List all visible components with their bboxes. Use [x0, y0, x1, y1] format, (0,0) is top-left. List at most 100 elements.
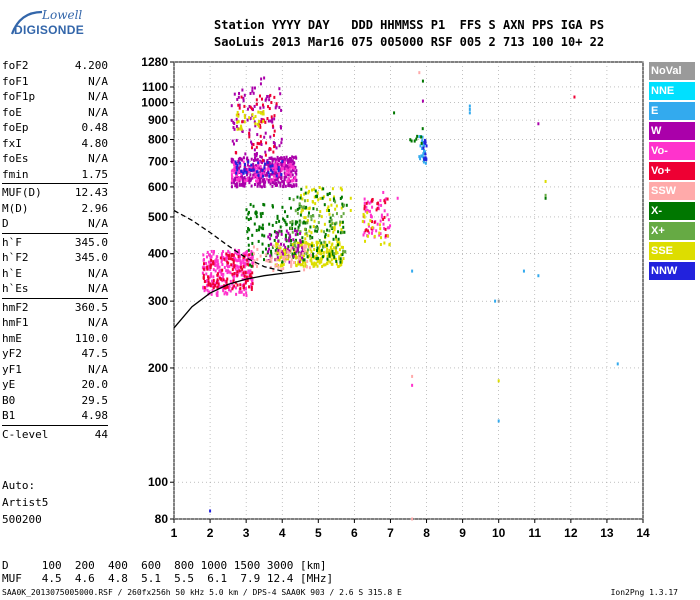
param-key: foF1p	[2, 90, 36, 103]
data-point	[269, 254, 272, 258]
data-point	[310, 218, 313, 222]
data-point	[258, 225, 261, 229]
data-point	[294, 245, 297, 249]
data-point	[205, 279, 208, 283]
param-row: B1 4.98	[2, 408, 108, 424]
data-point	[251, 257, 254, 261]
data-point	[371, 220, 374, 224]
data-point	[244, 152, 247, 156]
data-point	[209, 283, 212, 287]
data-point	[329, 216, 332, 220]
data-point	[265, 97, 268, 101]
data-point	[244, 258, 247, 262]
data-point	[333, 195, 336, 199]
data-point	[238, 91, 241, 95]
data-point	[522, 269, 525, 273]
data-point	[207, 280, 210, 284]
data-point	[253, 104, 256, 108]
data-point	[368, 201, 371, 205]
data-point	[313, 256, 316, 260]
data-point	[280, 162, 283, 166]
data-point	[371, 205, 374, 209]
data-point	[230, 263, 233, 267]
data-point	[419, 144, 422, 148]
data-point	[367, 222, 370, 226]
data-point	[363, 201, 366, 205]
param-value: N/A	[88, 217, 108, 230]
data-point	[383, 241, 386, 245]
data-point	[315, 249, 318, 253]
data-point	[277, 251, 280, 255]
data-point	[283, 171, 286, 175]
data-point	[294, 229, 297, 233]
data-point	[234, 164, 237, 168]
data-point	[237, 120, 240, 124]
data-point	[386, 197, 389, 201]
data-point	[261, 178, 264, 182]
data-point	[328, 229, 331, 233]
data-point	[297, 248, 300, 252]
data-point	[415, 137, 418, 141]
data-point	[253, 86, 256, 90]
data-point	[468, 104, 471, 108]
data-point	[255, 158, 258, 162]
data-point	[340, 195, 343, 199]
data-point	[303, 258, 306, 262]
data-point	[226, 256, 229, 260]
data-point	[242, 120, 245, 124]
data-point	[287, 178, 290, 182]
data-point	[287, 251, 290, 255]
data-point	[238, 178, 241, 182]
data-point	[283, 255, 286, 259]
data-point	[370, 231, 373, 235]
data-point	[276, 242, 279, 246]
data-point	[212, 282, 215, 286]
data-point	[294, 165, 297, 169]
data-point	[221, 250, 224, 254]
data-point	[225, 279, 228, 283]
data-point	[252, 116, 255, 120]
y-tick-label: 800	[148, 132, 168, 146]
data-point	[371, 199, 374, 203]
data-point	[311, 241, 314, 245]
data-point	[318, 214, 321, 218]
data-point	[209, 253, 212, 257]
param-key: yF1	[2, 362, 22, 376]
data-point	[274, 175, 277, 179]
data-point	[239, 255, 242, 259]
data-point	[246, 271, 249, 275]
data-point	[307, 191, 310, 195]
data-point	[242, 99, 245, 103]
legend-item-noval: NoVal	[649, 62, 695, 80]
data-point	[384, 198, 387, 202]
data-point	[281, 260, 284, 264]
data-point	[329, 250, 332, 254]
data-point	[247, 269, 250, 273]
data-point	[286, 249, 289, 253]
data-point	[324, 242, 327, 246]
data-point	[285, 229, 288, 233]
data-point	[215, 281, 218, 285]
data-point	[241, 179, 244, 183]
data-point	[241, 267, 244, 271]
data-point	[366, 229, 369, 233]
data-point	[308, 243, 311, 247]
data-point	[319, 210, 322, 214]
data-point	[310, 260, 313, 264]
param-key: h`F2	[2, 251, 29, 264]
data-point	[384, 227, 387, 231]
data-point	[232, 142, 235, 146]
data-point	[247, 243, 250, 247]
legend-item-e: E	[649, 102, 695, 120]
data-point	[544, 179, 547, 183]
data-point	[497, 419, 500, 423]
data-point	[249, 105, 252, 109]
data-point	[331, 222, 334, 226]
y-tick-label: 1280	[141, 55, 168, 69]
data-point	[380, 203, 383, 207]
data-point	[258, 161, 261, 165]
data-point	[269, 237, 272, 241]
data-point	[242, 258, 245, 262]
data-point	[250, 168, 253, 172]
y-tick-label: 600	[148, 180, 168, 194]
